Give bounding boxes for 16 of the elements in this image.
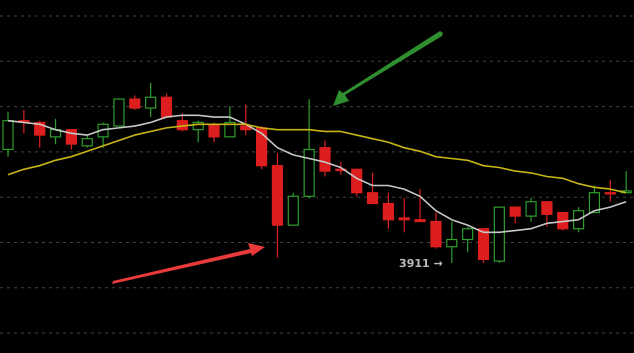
candlestick: [240, 104, 252, 136]
candlestick: [366, 172, 378, 204]
candlestick: [541, 201, 552, 228]
candlestick: [414, 188, 426, 222]
candlestick: [351, 168, 362, 197]
candlestick: [510, 206, 521, 224]
candlestick: [319, 140, 331, 178]
candlestick: [208, 122, 220, 143]
candlestick: [604, 180, 616, 202]
annotation: 3911 →: [399, 256, 443, 270]
candlestick: [145, 82, 156, 118]
candlestick: [446, 220, 458, 264]
candlestick: [398, 198, 410, 233]
candlestick: [160, 93, 172, 118]
candlestick: [129, 94, 140, 110]
candlestick: [382, 192, 394, 230]
